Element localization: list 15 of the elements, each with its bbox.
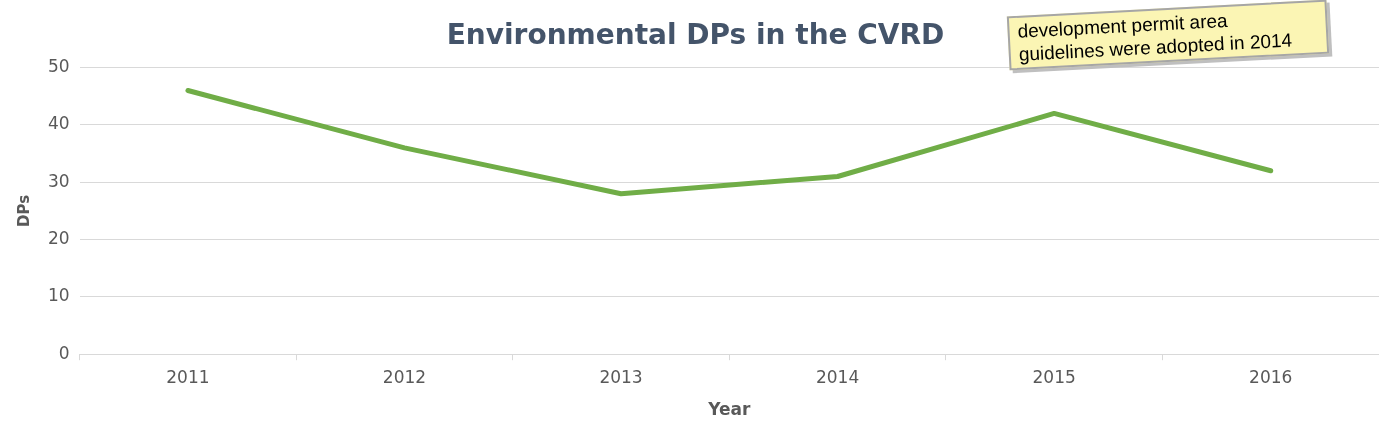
y-tick-label: 30	[47, 170, 70, 191]
y-tick-label: 0	[58, 342, 70, 363]
y-tick-label: 50	[47, 56, 70, 77]
x-tick-label: 2013	[599, 366, 643, 387]
y-tick-label: 20	[47, 227, 70, 248]
y-tick-label: 40	[47, 113, 70, 134]
chart-title: Environmental DPs in the CVRD	[446, 18, 945, 52]
x-tick-label: 2012	[382, 366, 427, 387]
x-tick-label: 2015	[1032, 366, 1076, 387]
x-tick-label: 2016	[1249, 366, 1293, 387]
x-tick-label: 2011	[166, 366, 210, 387]
x-tick-label: 2014	[815, 366, 860, 387]
y-tick-label: 10	[47, 285, 70, 306]
x-axis-title: Year	[707, 399, 751, 420]
y-axis-title: DPs	[14, 194, 33, 227]
